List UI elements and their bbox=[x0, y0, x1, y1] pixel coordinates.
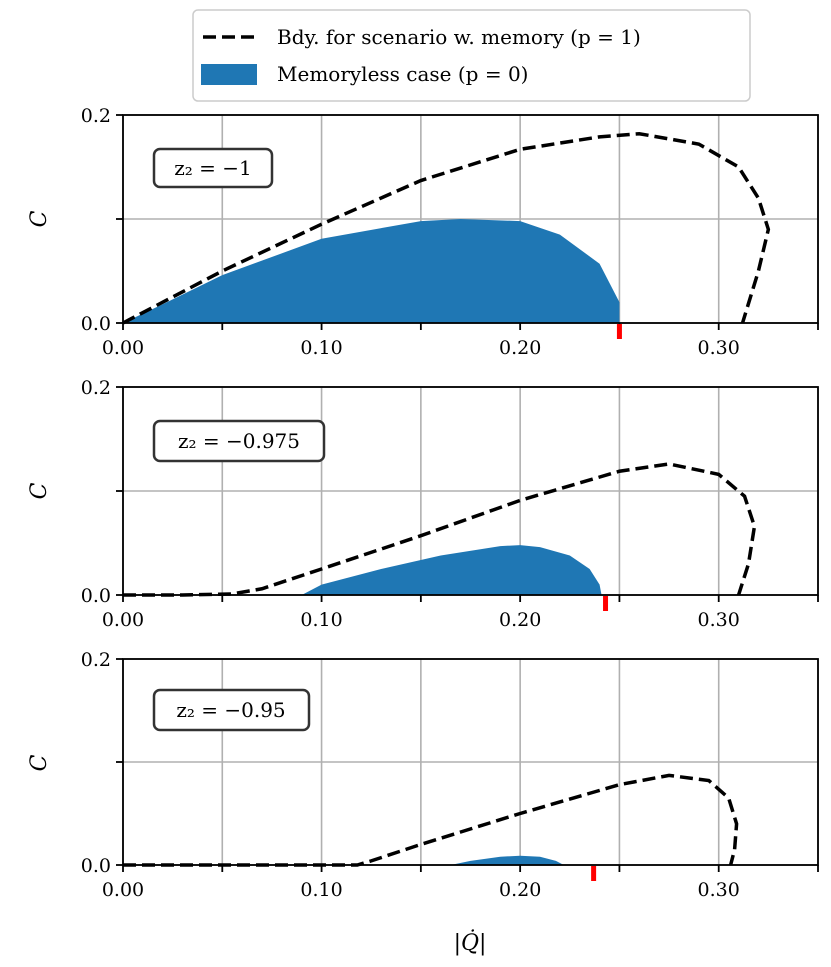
legend-entry-memoryless-label: Memoryless case (p = 0) bbox=[277, 62, 528, 86]
x-tick-label: 0.20 bbox=[499, 609, 541, 631]
y-tick-label: 0.0 bbox=[81, 855, 111, 877]
y-axis-title: C bbox=[27, 210, 52, 227]
x-axis-title: |Q̇| bbox=[454, 930, 487, 956]
y-tick-label: 0.2 bbox=[81, 105, 111, 127]
x-tick-label: 0.10 bbox=[300, 879, 342, 901]
annotation-box: z₂ = −0.95 bbox=[152, 688, 311, 732]
panel-3-ticks: 0.00 0.10 0.20 0.30 0.0 0.2 bbox=[81, 649, 819, 901]
panel-2-ticks: 0.00 0.10 0.20 0.30 0.0 0.2 bbox=[81, 377, 819, 631]
legend-frame bbox=[192, 9, 751, 102]
panel-1-ticks: 0.00 0.10 0.20 0.30 0.0 0.2 bbox=[81, 105, 819, 359]
annotation-frame bbox=[152, 688, 311, 732]
x-tick-label: 0.10 bbox=[300, 337, 342, 359]
x-tick-label: 0.10 bbox=[300, 609, 342, 631]
annotation-label: z₂ = −0.975 bbox=[178, 429, 300, 453]
annotation-frame bbox=[152, 419, 326, 463]
annotation-frame bbox=[152, 147, 274, 189]
y-tick-label: 0.0 bbox=[81, 313, 111, 335]
panel-1: 0.00 0.10 0.20 0.30 0.0 0.2 z₂ = −1 C bbox=[27, 105, 819, 359]
y-axis-title: C bbox=[27, 482, 52, 499]
y-tick-label: 0.2 bbox=[81, 649, 111, 671]
legend: Bdy. for scenario w. memory (p = 1) Memo… bbox=[192, 9, 751, 102]
memoryless-fill-area bbox=[450, 855, 564, 865]
memory-boundary-curve bbox=[122, 131, 771, 325]
annotation-label: z₂ = −0.95 bbox=[176, 698, 285, 722]
x-tick-label: 0.30 bbox=[698, 879, 740, 901]
x-tick-label: 0.30 bbox=[698, 337, 740, 359]
panel-2: 0.00 0.10 0.20 0.30 0.0 0.2 z₂ = −0.975 C bbox=[27, 377, 819, 631]
legend-fill-swatch bbox=[201, 64, 257, 85]
x-tick-label: 0.30 bbox=[698, 609, 740, 631]
annotation-box: z₂ = −1 bbox=[152, 147, 274, 189]
y-tick-label: 0.2 bbox=[81, 377, 111, 399]
memory-boundary-curve bbox=[123, 462, 757, 597]
y-axis-title: C bbox=[27, 754, 52, 771]
panel-3: 0.00 0.10 0.20 0.30 0.0 0.2 z₂ = −0.95 C |Q̇| bbox=[27, 649, 819, 956]
x-tick-label: 0.00 bbox=[102, 337, 144, 359]
legend-entry-memory-label: Bdy. for scenario w. memory (p = 1) bbox=[277, 25, 641, 49]
memoryless-fill-area bbox=[123, 219, 620, 323]
memory-boundary-curve bbox=[123, 773, 739, 867]
annotation-label: z₂ = −1 bbox=[174, 156, 252, 180]
memoryless-fill-area bbox=[301, 545, 602, 595]
y-tick-label: 0.0 bbox=[81, 585, 111, 607]
x-tick-label: 0.00 bbox=[102, 609, 144, 631]
annotation-box: z₂ = −0.975 bbox=[152, 419, 326, 463]
x-tick-label: 0.20 bbox=[499, 879, 541, 901]
x-tick-label: 0.00 bbox=[102, 879, 144, 901]
x-tick-label: 0.20 bbox=[499, 337, 541, 359]
